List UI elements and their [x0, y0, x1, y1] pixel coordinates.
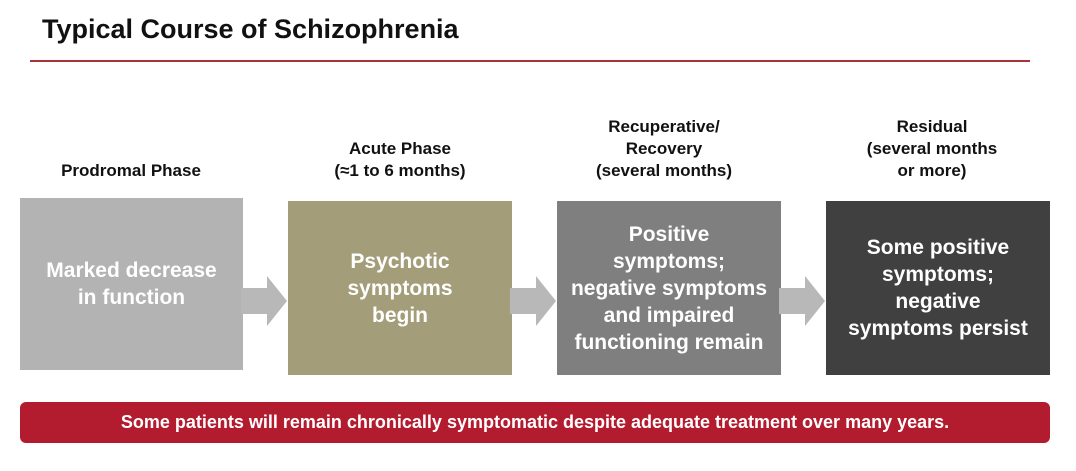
phase-label-recovery: Recuperative/ Recovery (several months)	[595, 117, 733, 180]
phase-box-prodromal: Marked decrease in function	[20, 198, 243, 370]
phase-box-recovery: Positive symptoms; negative symptoms and…	[557, 201, 781, 375]
page-title: Typical Course of Schizophrenia	[42, 14, 459, 44]
phase-label-residual: Residual (several months or more)	[866, 117, 998, 180]
phase-box-acute: Psychotic symptoms begin	[288, 201, 512, 375]
arrow-right-icon	[779, 276, 825, 326]
arrow-right-icon	[241, 276, 287, 326]
phase-label-prodromal: Prodromal Phase	[61, 161, 201, 180]
arrow-right-icon	[510, 276, 556, 326]
phase-box-residual: Some positive symptoms; negative symptom…	[826, 201, 1050, 375]
chronic-symptoms-banner: Some patients will remain chronically sy…	[20, 402, 1050, 443]
title-divider	[30, 60, 1030, 62]
phase-label-acute: Acute Phase (≈1 to 6 months)	[334, 139, 466, 180]
